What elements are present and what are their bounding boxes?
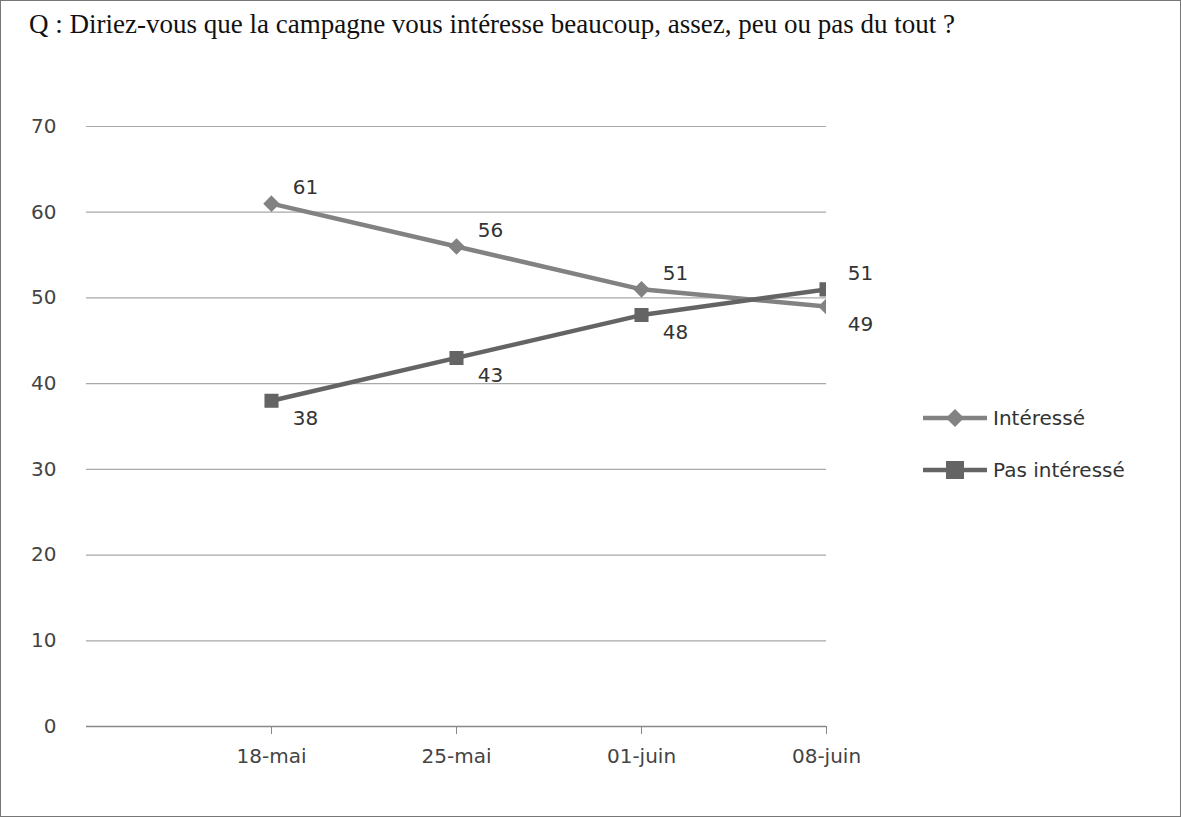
svg-text:56: 56 <box>478 218 503 242</box>
svg-text:01-juin: 01-juin <box>607 744 676 768</box>
svg-text:51: 51 <box>663 261 688 285</box>
svg-text:08-juin: 08-juin <box>792 744 861 768</box>
svg-text:25-mai: 25-mai <box>422 744 492 768</box>
html-text:Intéressé: Intéressé <box>993 406 1085 430</box>
html-text:Pas intéressé: Pas intéressé <box>993 458 1125 482</box>
svg-text:50: 50 <box>31 285 56 309</box>
svg-text:0: 0 <box>44 714 57 738</box>
svg-text:43: 43 <box>478 363 503 387</box>
html-text:Q : Diriez-vous que la campagn: Q : Diriez-vous que la campagne vous int… <box>29 9 955 39</box>
svg-text:60: 60 <box>31 200 56 224</box>
svg-text:51: 51 <box>848 261 873 285</box>
svg-text:10: 10 <box>31 628 56 652</box>
svg-text:38: 38 <box>293 406 318 430</box>
svg-text:20: 20 <box>31 542 56 566</box>
svg-text:30: 30 <box>31 457 56 481</box>
svg-text:49: 49 <box>848 312 873 336</box>
svg-text:18-mai: 18-mai <box>237 744 307 768</box>
svg-text:40: 40 <box>31 371 56 395</box>
svg-text:70: 70 <box>31 114 56 138</box>
svg-text:61: 61 <box>293 175 318 199</box>
svg-text:48: 48 <box>663 320 688 344</box>
